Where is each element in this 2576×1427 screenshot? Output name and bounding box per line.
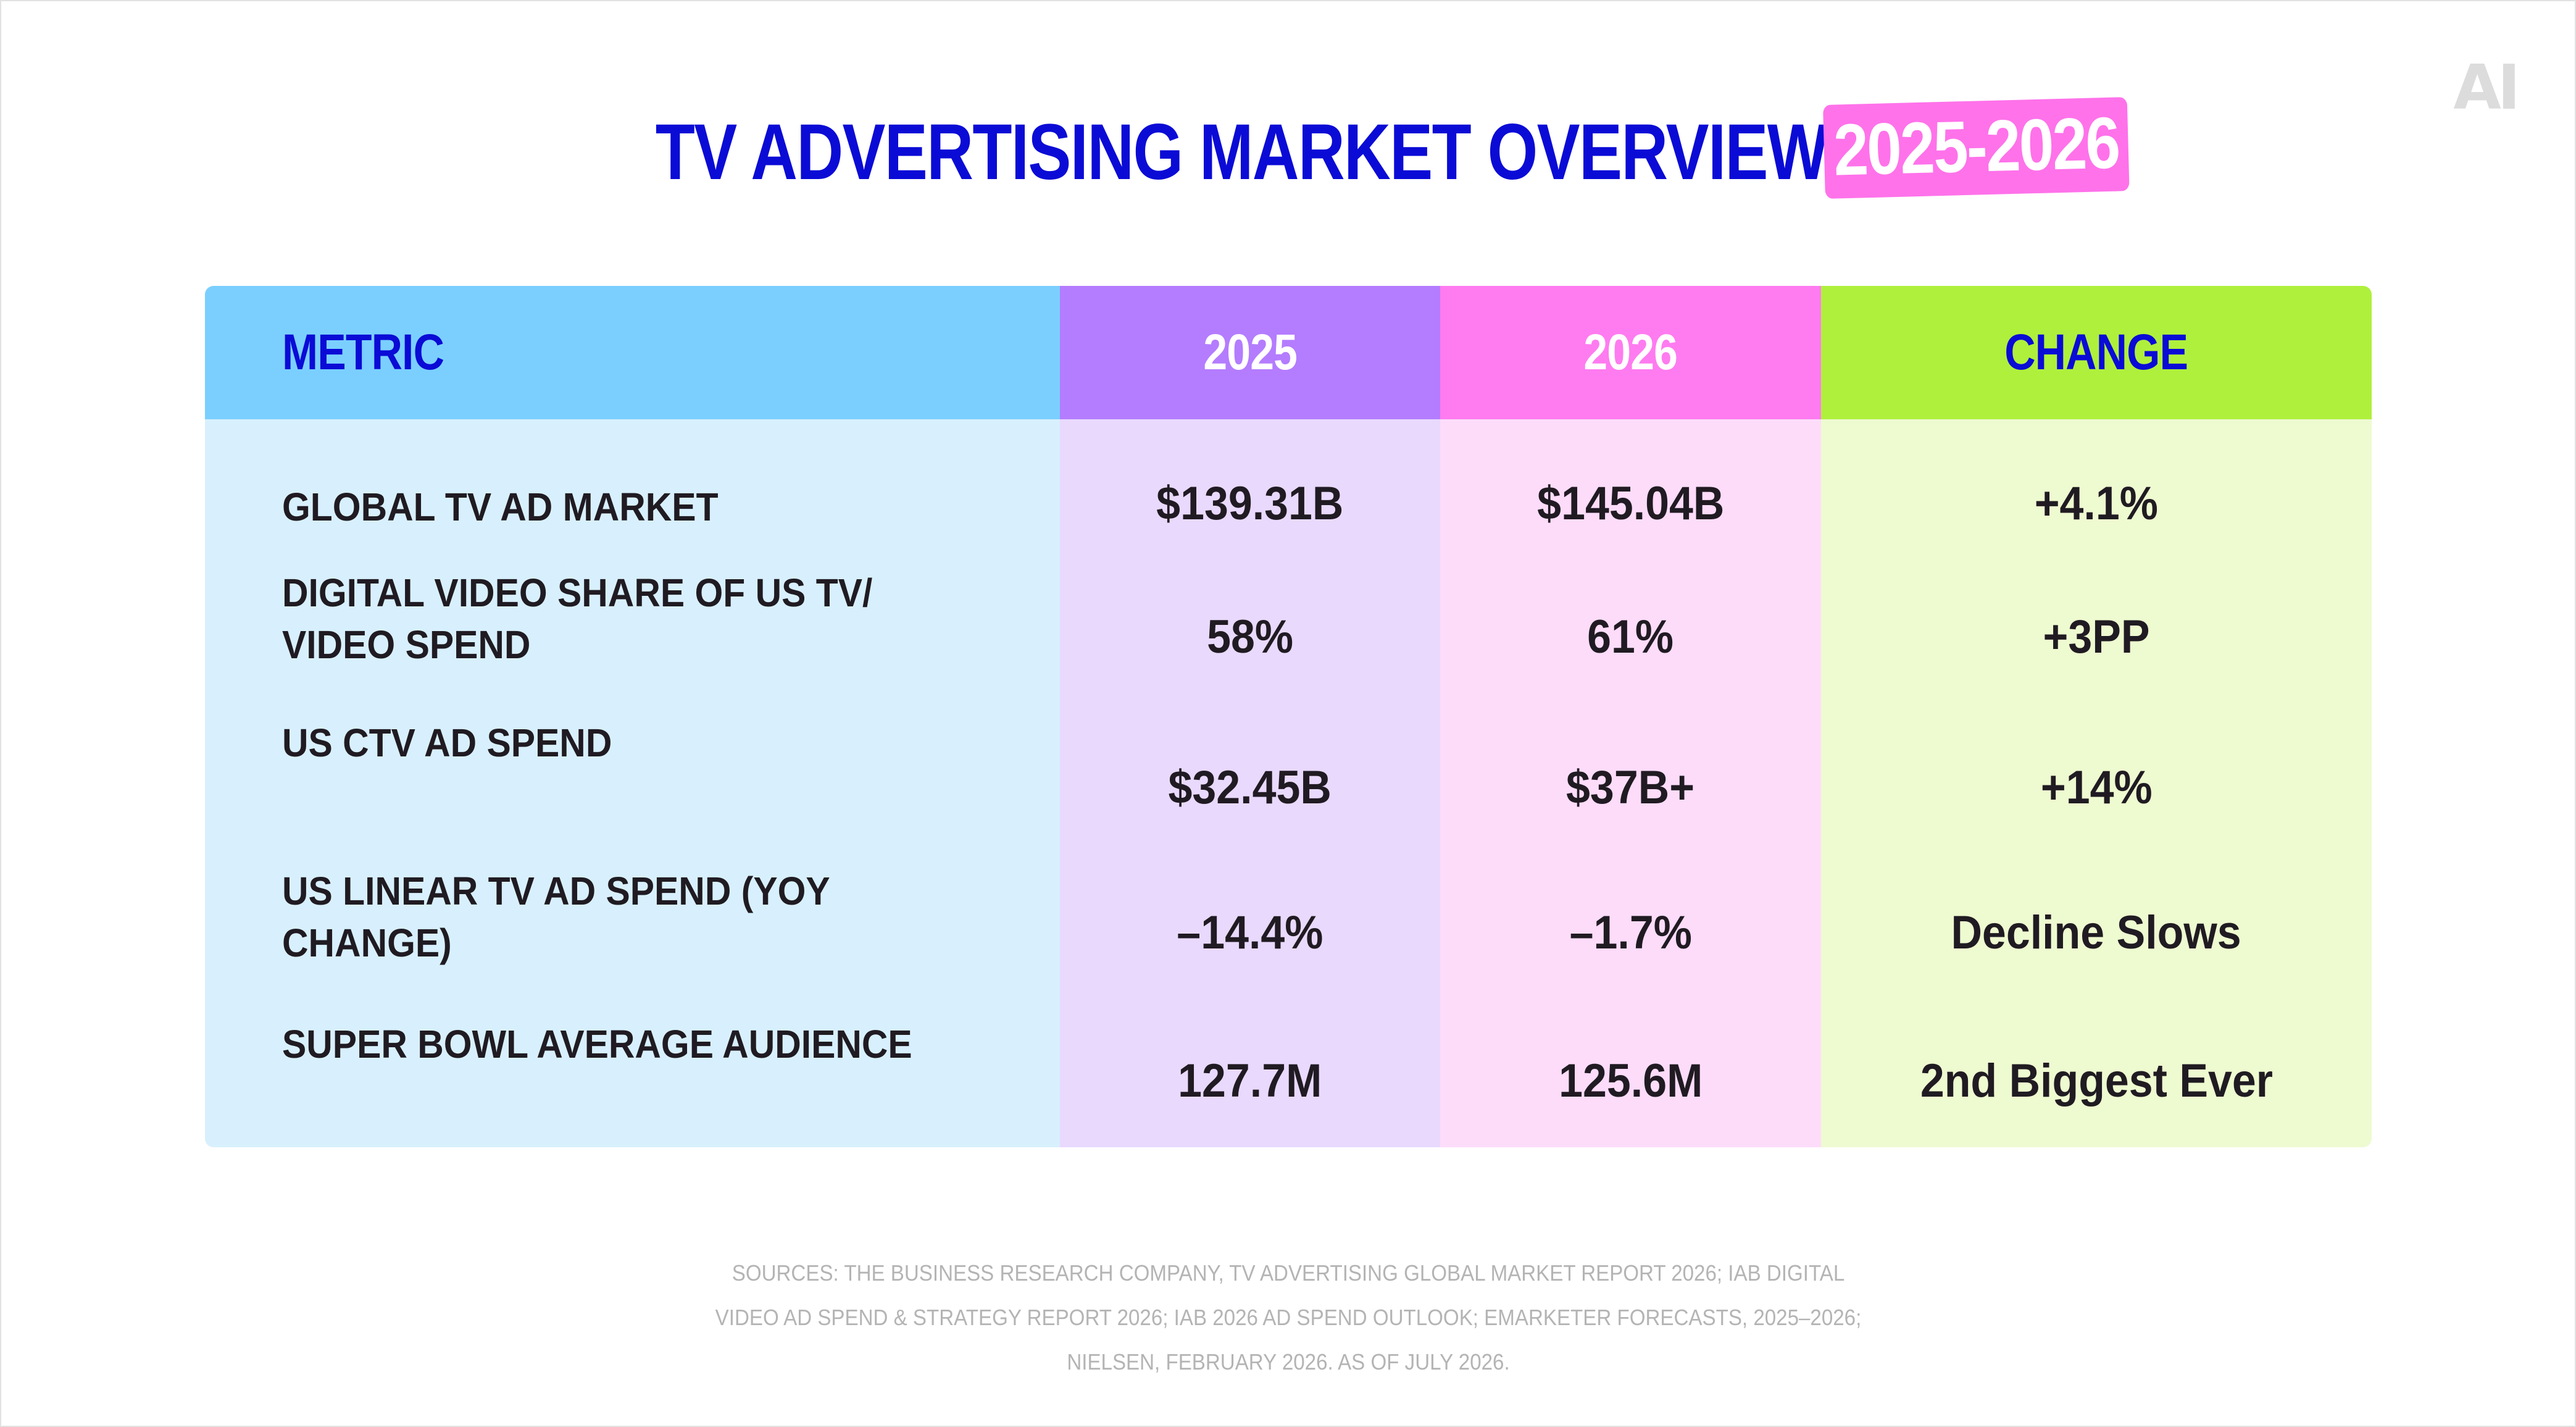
market-overview-table: METRIC 2025 2026 CHANGE GLOBAL TV AD MAR… bbox=[205, 286, 2372, 1147]
change-value: +4.1% bbox=[2034, 477, 2159, 530]
change-column: +4.1% +3PP +14% Decline Slows 2nd Bigges… bbox=[1821, 419, 2372, 1147]
value-2026: $37B+ bbox=[1566, 761, 1695, 814]
title-main: TV ADVERTISING MARKET OVERVIEW bbox=[655, 107, 1828, 196]
metric-cell: SUPER BOWL AVERAGE AUDIENCE bbox=[282, 1022, 912, 1066]
metric-cell: GLOBAL TV AD MARKET bbox=[282, 485, 719, 529]
metric-cell: US CTV AD SPEND bbox=[282, 721, 612, 765]
header-change: CHANGE bbox=[1821, 286, 2372, 419]
change-value: +14% bbox=[2040, 761, 2153, 814]
metric-column: GLOBAL TV AD MARKET DIGITAL VIDEO SHARE … bbox=[205, 419, 1060, 1147]
slide-title: TV ADVERTISING MARKET OVERVIEW 2025-2026 bbox=[0, 97, 2576, 199]
header-metric: METRIC bbox=[205, 286, 1060, 419]
brand-logo: AI bbox=[2453, 51, 2520, 123]
change-value: Decline Slows bbox=[1951, 906, 2242, 959]
value-2025: $32.45B bbox=[1168, 761, 1332, 814]
change-value: 2nd Biggest Ever bbox=[1920, 1054, 2273, 1107]
sources-footnote: SOURCES: THE BUSINESS RESEARCH COMPANY, … bbox=[715, 1260, 1861, 1375]
value-2026: –1.7% bbox=[1569, 906, 1692, 959]
change-value: +3PP bbox=[2043, 610, 2150, 663]
value-2025: 58% bbox=[1207, 610, 1293, 663]
value-2025: $139.31B bbox=[1156, 477, 1344, 530]
value-2026: $145.04B bbox=[1536, 477, 1725, 530]
value-2025: 127.7M bbox=[1178, 1054, 1322, 1107]
header-2026: 2026 bbox=[1440, 286, 1821, 419]
value-2026: 125.6M bbox=[1558, 1054, 1703, 1107]
metric-cell: US LINEAR TV AD SPEND (YOY CHANGE) bbox=[282, 869, 830, 965]
title-year-pill: 2025-2026 bbox=[1822, 97, 2130, 199]
year-2026-column: $145.04B 61% $37B+ –1.7% 125.6M bbox=[1440, 419, 1821, 1147]
value-2025: –14.4% bbox=[1177, 906, 1323, 959]
year-2025-column: $139.31B 58% $32.45B –14.4% 127.7M bbox=[1060, 419, 1440, 1147]
value-2026: 61% bbox=[1587, 610, 1674, 663]
metric-cell: DIGITAL VIDEO SHARE OF US TV/ VIDEO SPEN… bbox=[282, 571, 873, 667]
header-2025: 2025 bbox=[1060, 286, 1440, 419]
